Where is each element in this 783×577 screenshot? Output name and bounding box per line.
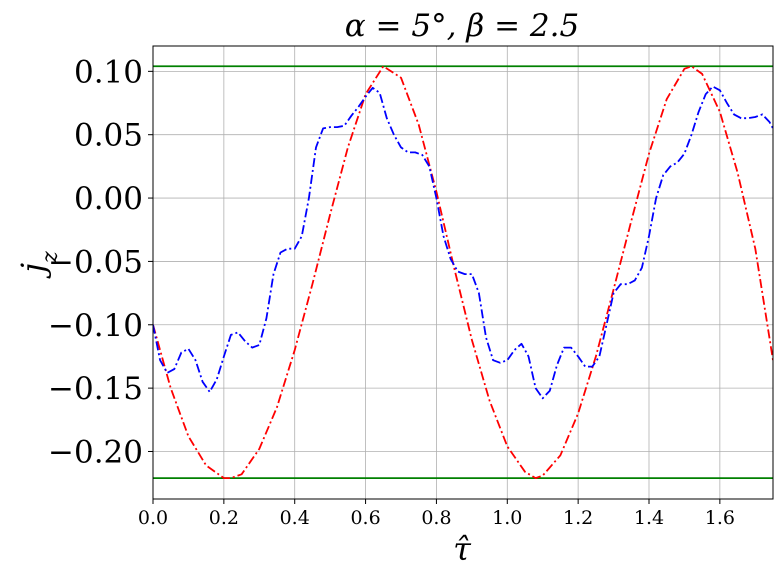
y-tick-label: 0.05 [74,118,143,154]
y-tick-label: 0.00 [74,181,143,217]
series [153,65,773,479]
chart-title: α = 5°, β = 2.5 [345,8,579,44]
y-tick-label: −0.15 [48,371,143,407]
plot-frame [152,45,774,500]
y-tick-label: −0.20 [48,434,143,470]
x-tick-label: 0.0 [138,507,168,529]
series-line-1 [153,65,773,479]
x-tick-label: 1.2 [563,507,593,529]
x-tick-label: 1.0 [492,507,522,529]
grid [152,46,773,499]
x-axis-label: τ̂ [453,530,472,568]
y-tick-label: −0.10 [48,308,143,344]
x-tick-label: 0.4 [280,507,310,529]
y-tick-label: −0.05 [48,244,143,280]
reference-lines [153,65,773,479]
x-tick-label: 0.6 [350,507,380,529]
x-tick-label: 0.2 [209,507,239,529]
x-tick-label: 0.8 [421,507,451,529]
x-tick-label: 1.6 [705,507,735,529]
x-axis: 0.0 0.2 0.4 0.6 0.8 1.0 1.2 1.4 1.6 [138,499,735,529]
series-line-2 [153,85,773,400]
y-axis: 0.10 0.05 0.00 −0.05 −0.10 −0.15 −0.20 [48,54,153,470]
y-tick-label: 0.10 [74,54,143,90]
x-tick-label: 1.4 [634,507,664,529]
